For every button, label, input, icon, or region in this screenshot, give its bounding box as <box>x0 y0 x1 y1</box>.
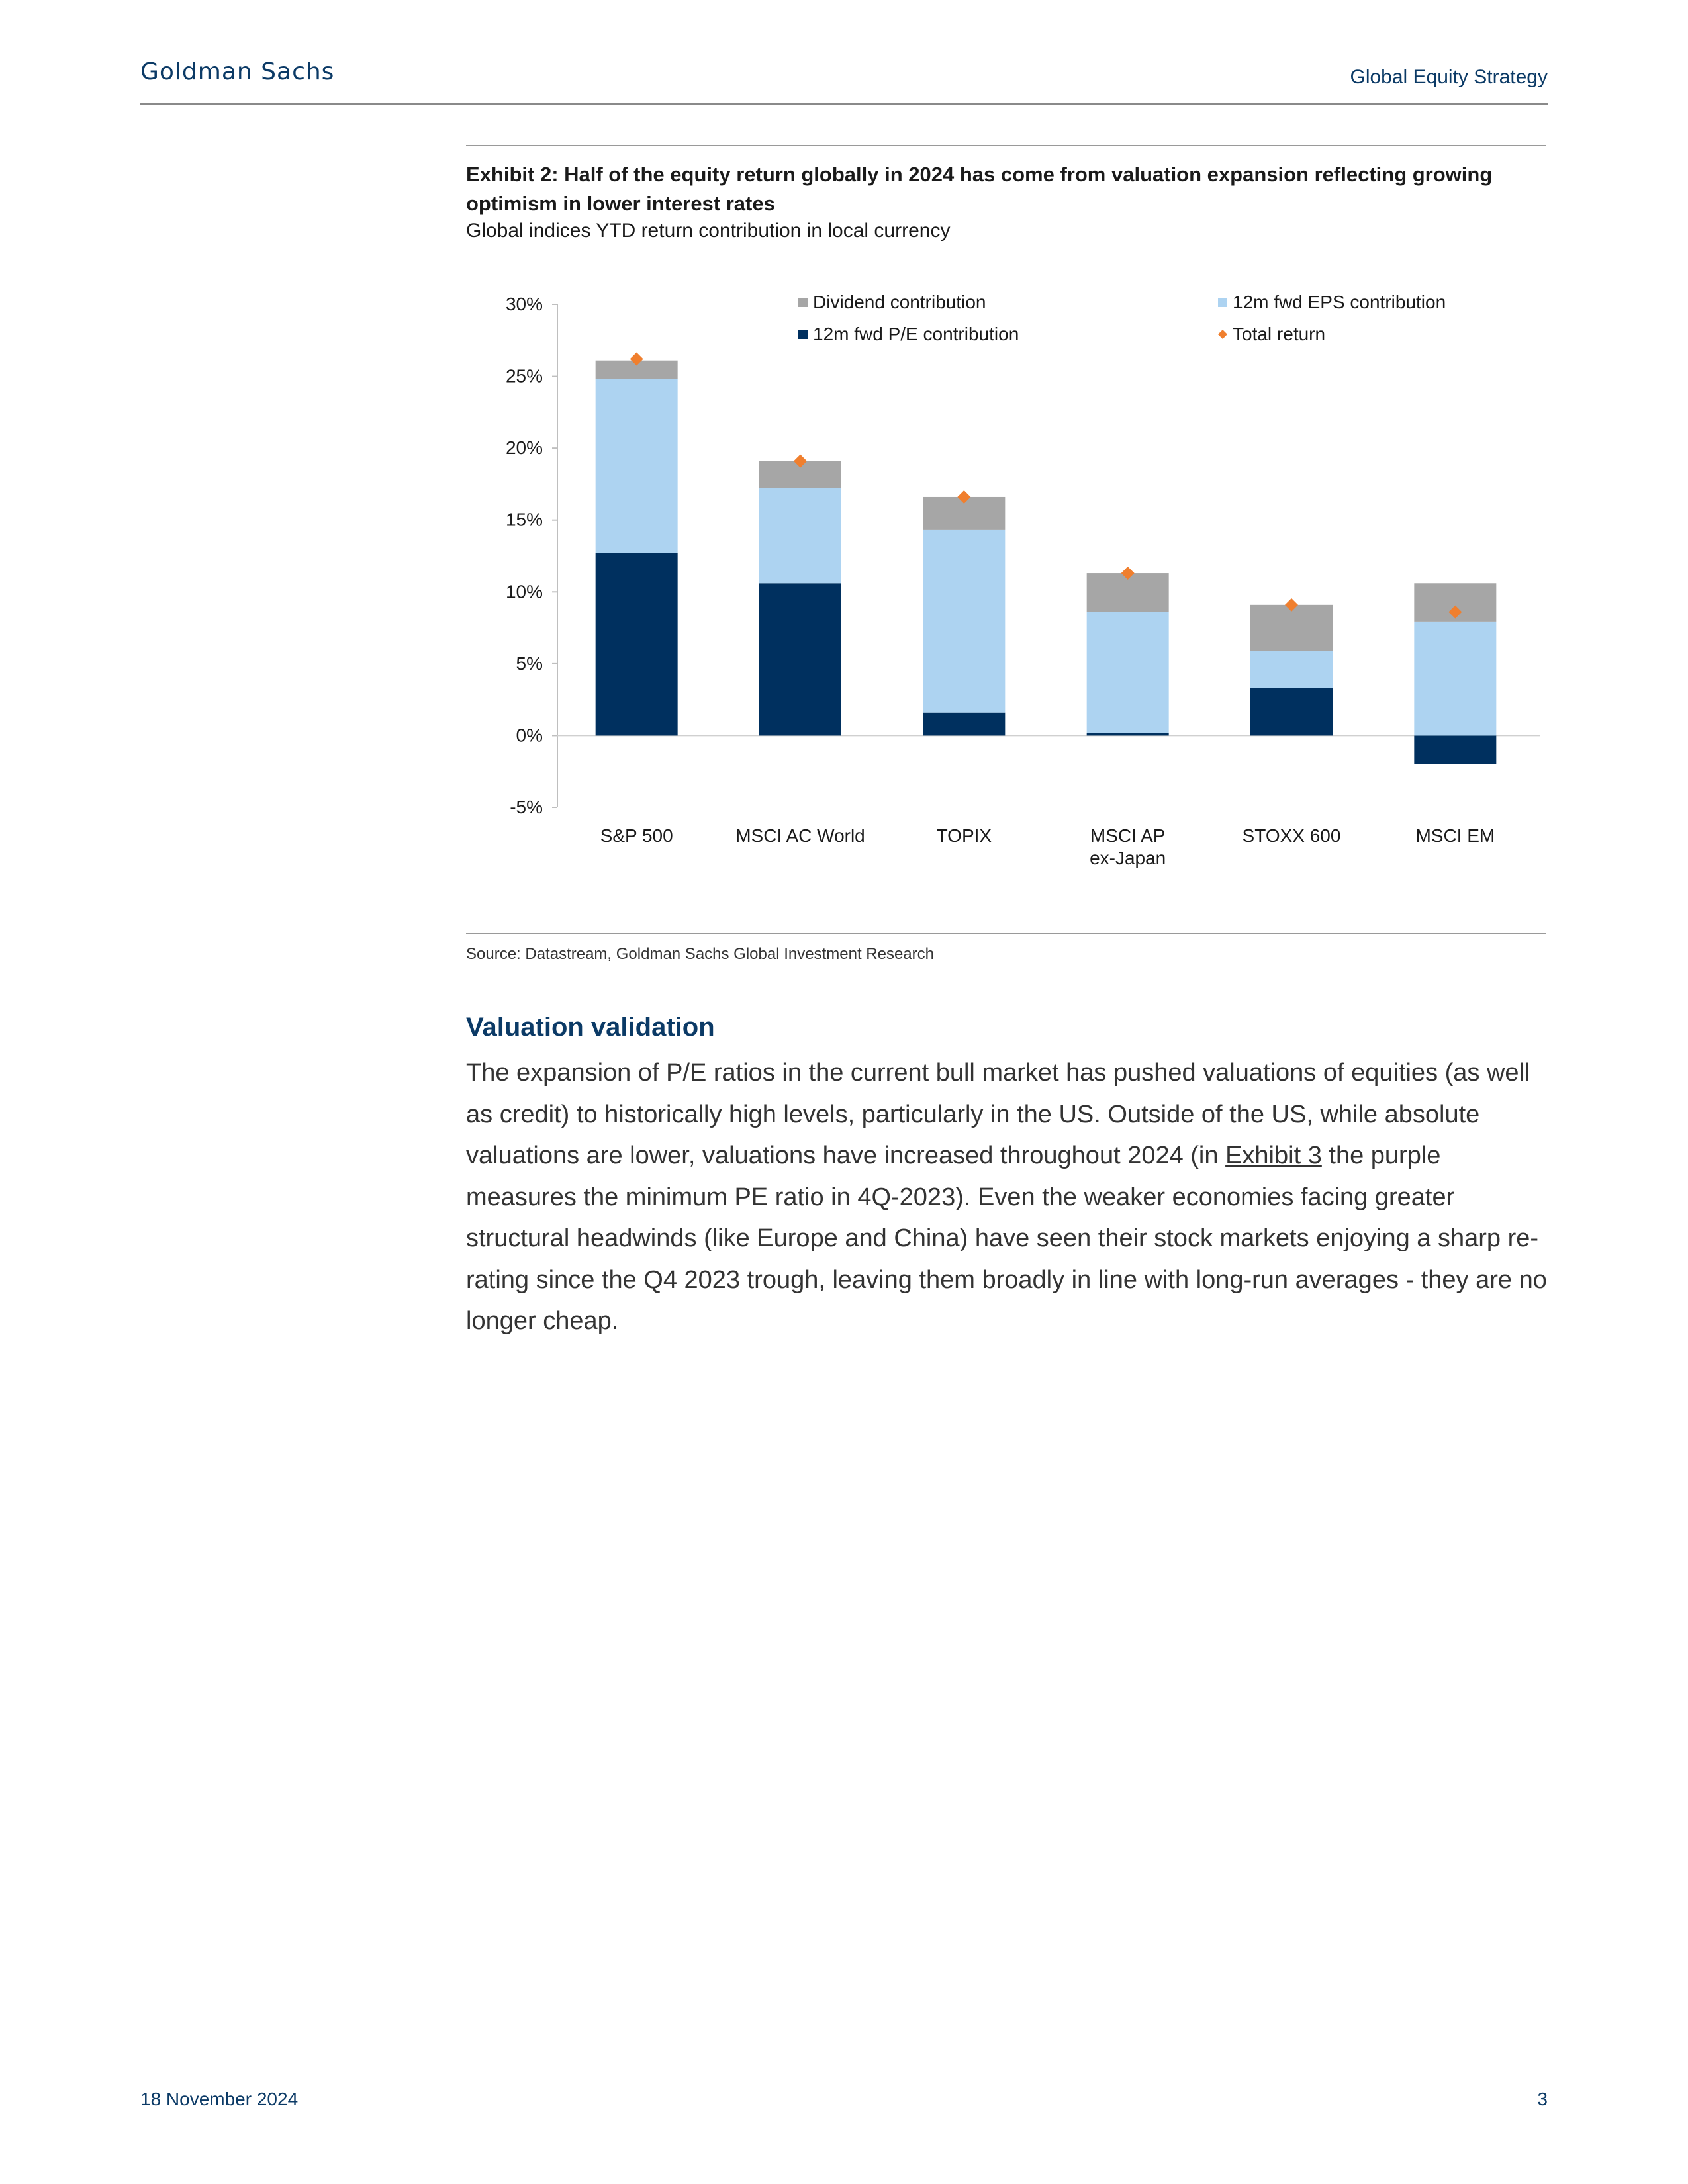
bar-segment <box>759 583 841 736</box>
legend-swatch <box>798 330 808 339</box>
body-paragraph: The expansion of P/E ratios in the curre… <box>466 1052 1552 1342</box>
y-tick-label: 15% <box>506 510 543 530</box>
x-tick-label: TOPIX <box>937 825 992 846</box>
legend-label: Total return <box>1233 324 1325 344</box>
y-tick-label: 20% <box>506 437 543 458</box>
legend-label: 12m fwd EPS contribution <box>1233 292 1446 312</box>
legend-swatch <box>1218 298 1227 307</box>
x-tick-label: S&P 500 <box>600 825 673 846</box>
report-section-title: Global Equity Strategy <box>1350 66 1548 88</box>
total-return-marker <box>630 352 643 366</box>
bar-segment <box>759 488 841 584</box>
bar-segment <box>923 712 1006 736</box>
legend-swatch <box>798 298 808 307</box>
exhibit-3-link[interactable]: Exhibit 3 <box>1225 1142 1322 1169</box>
exhibit-title: Exhibit 2: Half of the equity return glo… <box>466 163 1493 215</box>
page-number: 3 <box>1537 2089 1548 2109</box>
bar-segment <box>595 553 678 736</box>
body-text-start: The expansion of P/E ratios in the curre… <box>466 1059 1530 1169</box>
legend-label: 12m fwd P/E contribution <box>813 324 1019 344</box>
bar-segment <box>1414 735 1497 764</box>
exhibit-subtitle: Global indices YTD return contribution i… <box>466 220 951 242</box>
bar-segment <box>1086 612 1169 733</box>
bar-segment <box>1250 651 1333 688</box>
bar-segment <box>595 379 678 553</box>
y-tick-label: 0% <box>516 725 543 745</box>
legend-marker <box>1218 330 1227 339</box>
bar-segment <box>1414 621 1497 736</box>
brand-logo: Goldman Sachs <box>140 58 335 85</box>
bar-segment <box>923 529 1006 713</box>
chart-source: Source: Datastream, Goldman Sachs Global… <box>466 945 934 963</box>
total-return-marker <box>1448 605 1462 619</box>
x-tick-label: ex-Japan <box>1090 848 1166 868</box>
y-tick-label: 30% <box>506 294 543 314</box>
exhibit-top-divider <box>466 145 1546 146</box>
section-heading: Valuation validation <box>466 1013 715 1042</box>
total-return-marker <box>794 454 807 468</box>
body-text-end: the purple measures the minimum PE ratio… <box>466 1142 1547 1335</box>
total-return-marker <box>1285 598 1298 612</box>
y-tick-label: 10% <box>506 581 543 602</box>
bar-segment <box>1250 604 1333 651</box>
total-return-marker <box>1121 567 1135 580</box>
y-tick-label: -5% <box>510 797 543 817</box>
total-return-marker <box>957 490 971 504</box>
bar-segment <box>1250 688 1333 736</box>
stacked-bar-chart: -5% 0% 5% 10% 15% 20% 25% 30% S&P 500 MSCI AC Wor… <box>506 292 1540 868</box>
exhibit-bottom-divider <box>466 933 1546 934</box>
header-divider <box>140 103 1548 105</box>
bar-segment <box>1086 733 1169 736</box>
x-tick-label: MSCI AP <box>1090 825 1166 846</box>
x-tick-label: MSCI EM <box>1415 825 1495 846</box>
y-tick-label: 5% <box>516 653 543 674</box>
y-tick-label: 25% <box>506 366 543 387</box>
x-tick-label: STOXX 600 <box>1243 825 1341 846</box>
x-tick-label: MSCI AC World <box>735 825 865 846</box>
footer-date: 18 November 2024 <box>140 2089 299 2109</box>
legend-label: Dividend contribution <box>813 292 986 312</box>
